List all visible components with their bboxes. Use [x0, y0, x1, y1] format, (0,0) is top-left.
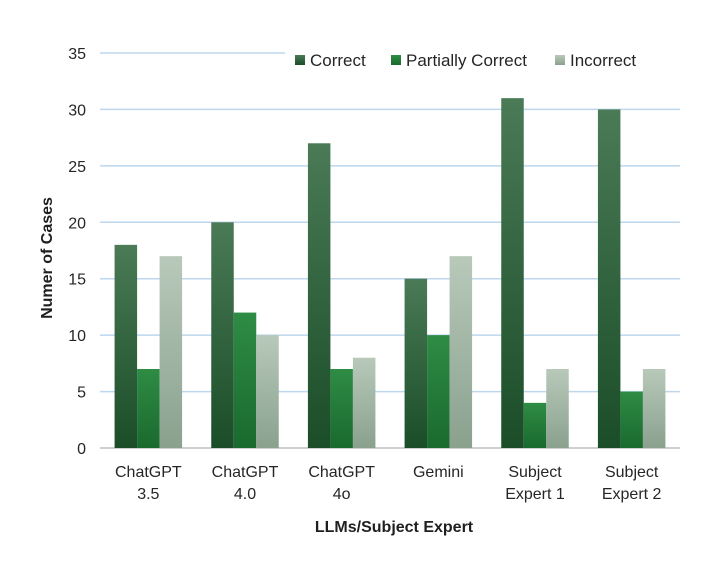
bars	[114, 98, 666, 449]
x-tick-label: Subject	[508, 464, 562, 481]
x-tick-label: 4o	[333, 486, 351, 503]
y-tick-label: 0	[77, 441, 86, 458]
legend-swatch	[555, 55, 565, 65]
bar-incorrect	[352, 357, 376, 448]
legend-swatch	[391, 55, 401, 65]
x-axis-title: LLMs/Subject Expert	[315, 519, 474, 536]
legend: Correct Partially Correct Incorrect	[295, 51, 636, 70]
bar-correct	[114, 244, 138, 448]
bar-incorrect	[449, 256, 473, 448]
bar-partially-correct	[620, 391, 643, 448]
legend-swatch	[295, 55, 305, 65]
bar-partially-correct	[523, 402, 547, 448]
x-tick-label: Subject	[605, 464, 659, 481]
y-tick-label: 20	[68, 215, 86, 232]
bar-correct	[404, 278, 428, 448]
bar-incorrect	[546, 369, 569, 448]
legend-label: Correct	[310, 51, 366, 70]
x-tick-label: ChatGPT	[115, 464, 182, 481]
bar-partially-correct	[427, 335, 450, 448]
y-tick-label: 35	[68, 46, 86, 63]
x-tick-label: 3.5	[137, 486, 159, 503]
y-axis-ticks: 0 5 10 15 20 25 30 35	[68, 46, 86, 458]
x-axis-ticks: ChatGPT 3.5 ChatGPT 4.0 ChatGPT 4o Gemini Subje…	[115, 464, 662, 503]
bar-correct	[307, 143, 331, 449]
bar-incorrect	[642, 369, 666, 448]
y-tick-label: 10	[68, 328, 86, 345]
bar-partially-correct	[233, 312, 257, 448]
bar-correct	[211, 222, 234, 448]
x-tick-label: Expert 2	[602, 486, 662, 503]
y-tick-label: 25	[68, 159, 86, 176]
gridlines	[100, 52, 680, 449]
y-tick-label: 15	[68, 272, 86, 289]
legend-label: Incorrect	[570, 51, 636, 70]
legend-label: Partially Correct	[406, 51, 527, 70]
bar-correct	[501, 98, 524, 449]
bar-partially-correct	[330, 369, 353, 448]
y-tick-label: 30	[68, 102, 86, 119]
y-tick-label: 5	[77, 385, 86, 402]
y-axis-title: Numer of Cases	[39, 197, 56, 319]
x-tick-label: ChatGPT	[212, 464, 279, 481]
x-tick-label: ChatGPT	[308, 464, 375, 481]
bar-partially-correct	[137, 369, 160, 448]
bar-incorrect	[256, 335, 279, 448]
bar-incorrect	[159, 256, 183, 448]
x-tick-label: 4.0	[234, 486, 256, 503]
x-tick-label: Gemini	[413, 464, 464, 481]
x-tick-label: Expert 1	[505, 486, 565, 503]
bar-correct	[597, 109, 621, 448]
